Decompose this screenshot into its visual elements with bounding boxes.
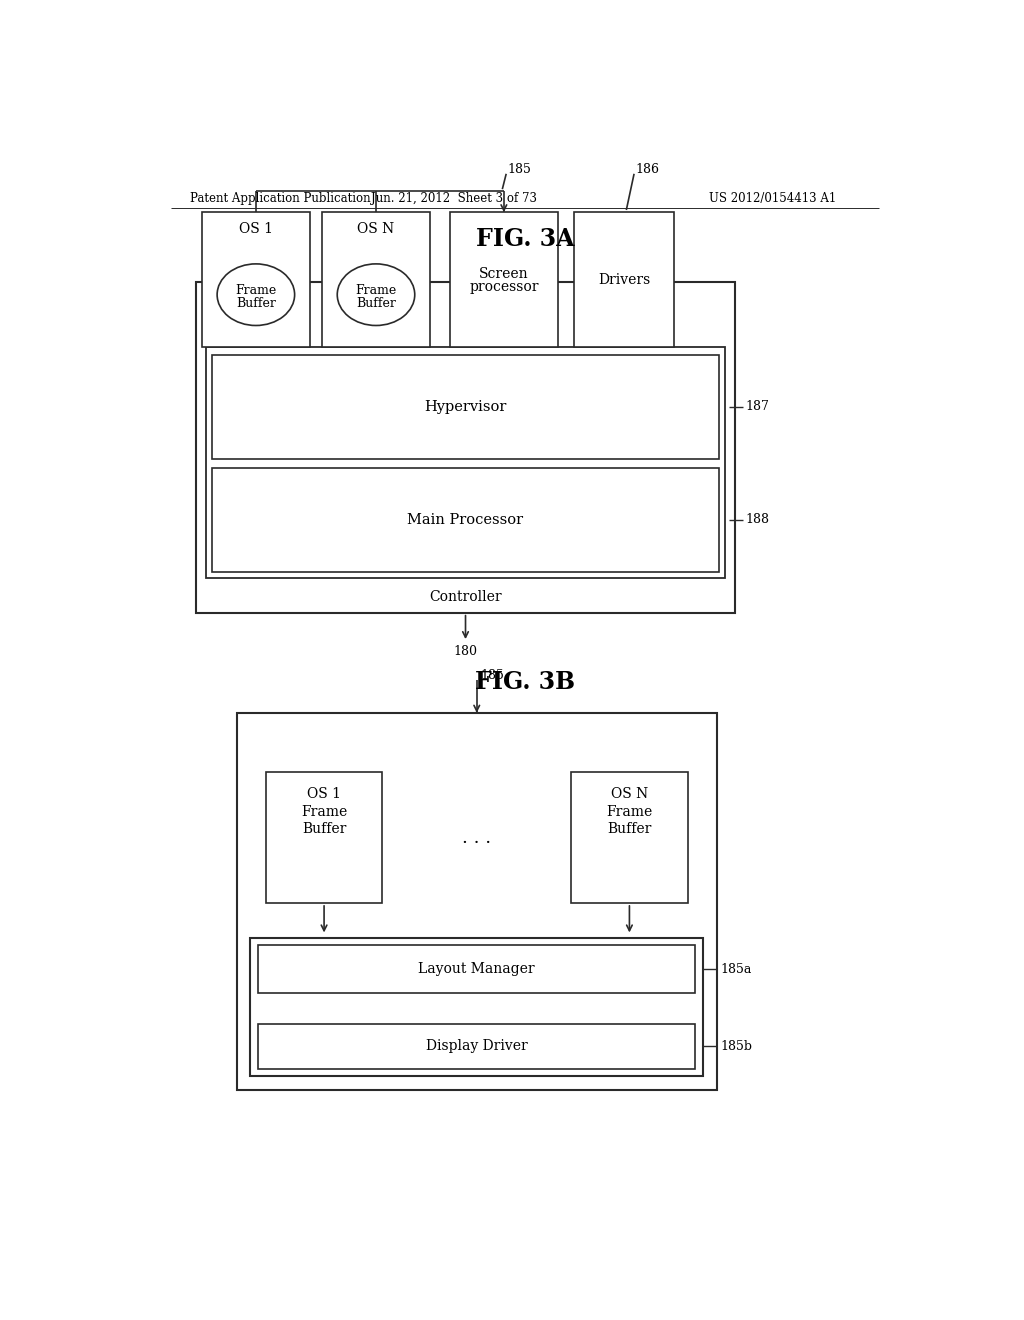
Text: Main Processor: Main Processor: [408, 513, 523, 527]
Ellipse shape: [217, 264, 295, 326]
Ellipse shape: [337, 264, 415, 326]
Text: processor: processor: [469, 280, 539, 294]
Text: 186: 186: [636, 162, 659, 176]
Text: . . .: . . .: [462, 829, 492, 846]
Text: Frame: Frame: [355, 284, 396, 297]
Text: Jun. 21, 2012  Sheet 3 of 73: Jun. 21, 2012 Sheet 3 of 73: [371, 191, 537, 205]
Bar: [197, 281, 735, 612]
Text: OS N: OS N: [610, 787, 648, 801]
Text: Controller: Controller: [429, 590, 502, 605]
Text: 187: 187: [745, 400, 770, 413]
Text: Buffer: Buffer: [302, 822, 346, 836]
Bar: [251, 937, 703, 1076]
Bar: [212, 469, 719, 572]
Text: Frame: Frame: [301, 805, 347, 820]
Bar: [258, 945, 695, 993]
Text: Hypervisor: Hypervisor: [424, 400, 506, 413]
Bar: [450, 213, 558, 347]
Text: Frame: Frame: [236, 284, 276, 297]
Text: Drivers: Drivers: [598, 273, 650, 286]
Text: Frame: Frame: [606, 805, 652, 820]
Text: 185: 185: [508, 162, 531, 176]
Text: OS 1: OS 1: [239, 222, 272, 236]
Bar: [237, 713, 717, 1090]
Text: 185: 185: [480, 669, 505, 682]
Text: Display Driver: Display Driver: [426, 1039, 527, 1053]
Text: OS N: OS N: [357, 222, 394, 236]
Bar: [571, 772, 687, 903]
Text: Layout Manager: Layout Manager: [419, 962, 536, 977]
Bar: [322, 213, 430, 347]
Bar: [573, 213, 675, 347]
Text: Patent Application Publication: Patent Application Publication: [190, 191, 371, 205]
Text: OS 1: OS 1: [307, 787, 341, 801]
Text: Buffer: Buffer: [236, 297, 275, 310]
Bar: [202, 213, 310, 347]
Text: Screen: Screen: [479, 267, 528, 281]
Text: US 2012/0154413 A1: US 2012/0154413 A1: [710, 191, 837, 205]
Text: Buffer: Buffer: [607, 822, 651, 836]
Text: 185b: 185b: [720, 1040, 752, 1053]
Text: Buffer: Buffer: [356, 297, 396, 310]
Bar: [266, 772, 382, 903]
Text: 185a: 185a: [720, 962, 752, 975]
Text: 180: 180: [454, 644, 477, 657]
Bar: [206, 347, 725, 578]
Text: 188: 188: [745, 513, 770, 527]
Bar: [258, 1024, 695, 1069]
Bar: [212, 355, 719, 459]
Text: FIG. 3B: FIG. 3B: [475, 671, 574, 694]
Text: FIG. 3A: FIG. 3A: [475, 227, 574, 251]
